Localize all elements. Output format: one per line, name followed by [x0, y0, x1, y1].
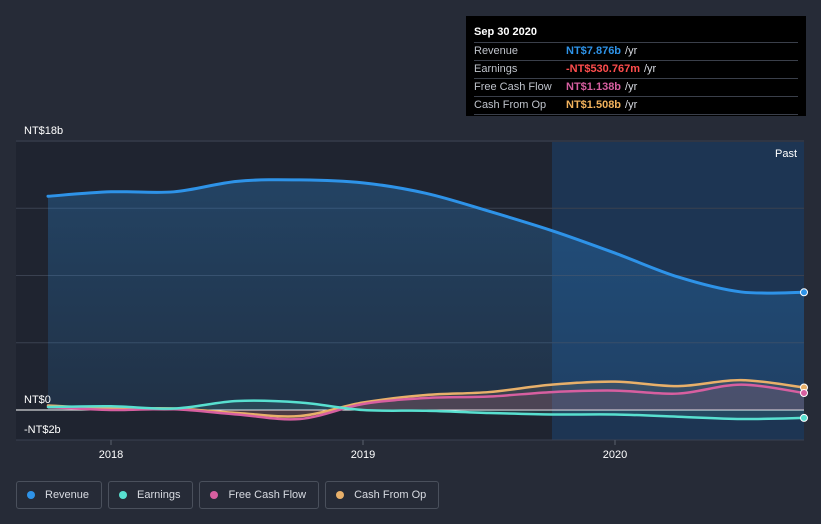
- tooltip-row-earnings: Earnings -NT$530.767m /yr: [474, 60, 798, 78]
- tooltip-label: Revenue: [474, 45, 519, 57]
- past-label: Past: [775, 148, 797, 160]
- legend-dot-icon: [119, 491, 128, 499]
- endpoint-earnings: [800, 413, 808, 422]
- tooltip-value: NT$1.138b: [566, 81, 622, 93]
- line-revenue: [46, 178, 806, 295]
- tooltip-date: Sep 30 2020: [474, 26, 537, 38]
- tooltip-unit: /yr: [625, 81, 638, 93]
- x-axis: 2018 2019 2020: [99, 440, 627, 461]
- series-lines: [46, 178, 806, 421]
- tooltip-row-revenue: Revenue NT$7.876b /yr: [474, 42, 798, 60]
- tooltip-label: Free Cash Flow: [474, 81, 552, 93]
- y-label-top: NT$18b: [24, 125, 63, 137]
- legend: Revenue Earnings Free Cash Flow Cash Fro…: [16, 481, 440, 509]
- area-revenue: [48, 179, 804, 410]
- tooltip-unit: /yr: [625, 99, 638, 111]
- endpoint-revenue: [800, 288, 808, 297]
- legend-label: Earnings: [137, 489, 181, 501]
- legend-item-cash-from-op[interactable]: Cash From Op: [325, 481, 440, 509]
- area-free-cash-flow: [48, 384, 804, 420]
- legend-label: Revenue: [45, 489, 90, 501]
- tooltip-label: Earnings: [474, 63, 518, 75]
- y-label-bottom: -NT$2b: [24, 424, 61, 436]
- y-label-zero: NT$0: [24, 394, 51, 406]
- legend-label: Cash From Op: [354, 489, 427, 501]
- legend-dot-icon: [27, 491, 35, 499]
- series-endpoints: [800, 288, 808, 422]
- tooltip-unit: /yr: [644, 63, 657, 75]
- x-tick-label: 2019: [351, 449, 375, 461]
- x-tick-label: 2020: [603, 449, 627, 461]
- tooltip-value: -NT$530.767m: [566, 63, 640, 75]
- tooltip-value: NT$7.876b: [566, 45, 622, 57]
- tooltip: Sep 30 2020 Revenue NT$7.876b /yr Earnin…: [466, 16, 806, 116]
- legend-dot-icon: [210, 491, 219, 499]
- endpoint-free-cash-flow: [800, 388, 808, 397]
- legend-item-free-cash-flow[interactable]: Free Cash Flow: [199, 481, 320, 509]
- tooltip-row-free-cash-flow: Free Cash Flow NT$1.138b /yr: [474, 78, 798, 96]
- legend-item-earnings[interactable]: Earnings: [108, 481, 194, 509]
- x-tick-label: 2018: [99, 449, 123, 461]
- tooltip-row-cash-from-op: Cash From Op NT$1.508b /yr: [474, 96, 798, 115]
- line-earnings: [46, 399, 806, 421]
- legend-item-revenue[interactable]: Revenue: [16, 481, 103, 509]
- tooltip-label: Cash From Op: [474, 99, 547, 111]
- tooltip-value: NT$1.508b: [566, 99, 622, 111]
- legend-dot-icon: [336, 491, 345, 499]
- tooltip-unit: /yr: [625, 45, 638, 57]
- legend-label: Free Cash Flow: [228, 489, 307, 501]
